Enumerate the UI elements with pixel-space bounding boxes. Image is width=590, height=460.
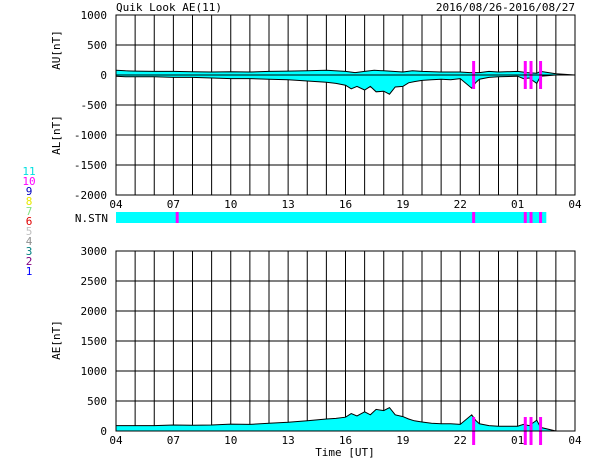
ae-frame [115,250,576,432]
au-al-xtick-label: 16 [339,198,352,211]
ae-ytick-label: 0 [100,425,107,438]
xlabel-time: Time [UT] [315,446,375,459]
au-al-xtick-label: 01 [511,198,524,211]
au-al-ytick-label: -2000 [74,189,107,202]
nstn-marker [529,212,533,223]
station-legend-item: 1 [26,265,33,278]
au-al-ytick-label: -1000 [74,129,107,142]
nstn-label: N.STN [75,212,108,225]
chart-title: Quik Look AE(11) [116,1,222,14]
station-legend-item: 2 [26,255,33,268]
ae-ytick-label: 3000 [81,245,108,258]
ae-xtick-label: 19 [396,434,409,447]
au-al-xtick-label: 04 [109,198,123,211]
au-al-ytick-label: 0 [100,69,107,82]
ae-ytick-label: 1000 [81,365,108,378]
au-al-xtick-label: 13 [282,198,295,211]
station-legend-item: 7 [26,205,33,218]
station-legend-item: 11 [22,165,35,178]
ylabel-au: AU[nT] [50,30,63,70]
al-series-line [115,74,575,95]
station-legend-item: 5 [26,225,33,238]
ae-series-fill [116,407,575,431]
au-al-xtick-label: 04 [568,198,582,211]
ae-xtick-label: 04 [568,434,582,447]
ae-xtick-label: 16 [339,434,352,447]
au-al-xtick-label: 07 [167,198,180,211]
au-al-ytick-label: 1000 [81,9,108,22]
station-legend-item: 9 [26,185,33,198]
ae-xtick-label: 13 [282,434,295,447]
al-series-fill [116,75,575,95]
nstn-marker [472,212,476,223]
ae-xtick-label: 07 [167,434,180,447]
station-legend-item: 8 [26,195,33,208]
au-al-xtick-label: 10 [224,198,237,211]
au-al-xtick-label: 19 [396,198,409,211]
au-al-xtick-label: 22 [454,198,467,211]
au-al-ytick-label: 500 [87,39,107,52]
ae-ytick-label: 500 [87,395,107,408]
ae-ytick-label: 1500 [81,335,108,348]
station-legend-item: 10 [22,175,35,188]
ae-ytick-label: 2500 [81,275,108,288]
nstn-marker [175,212,179,223]
nstn-marker [539,212,543,223]
ae-series-line [116,406,575,432]
date-range: 2016/08/26-2016/08/27 [436,1,575,14]
station-legend-item: 3 [26,245,33,258]
ylabel-ae: AE[nT] [50,320,63,360]
au-series-line [115,69,576,76]
nstn-bar [116,212,547,223]
au-al-ytick-label: -1500 [74,159,107,172]
ylabel-al: AL[nT] [50,115,63,155]
au-series-fill [116,70,575,75]
station-legend-item: 6 [26,215,33,228]
station-legend-item: 4 [26,235,33,248]
ae-ytick-label: 2000 [81,305,108,318]
ae-xtick-label: 04 [109,434,123,447]
au-al-frame [115,14,576,196]
au-al-ytick-label: -500 [81,99,108,112]
nstn-marker [523,212,527,223]
nstn-strip [116,212,547,223]
ae-xtick-label: 22 [454,434,467,447]
ae-xtick-label: 01 [511,434,524,447]
ae-xtick-label: 10 [224,434,237,447]
